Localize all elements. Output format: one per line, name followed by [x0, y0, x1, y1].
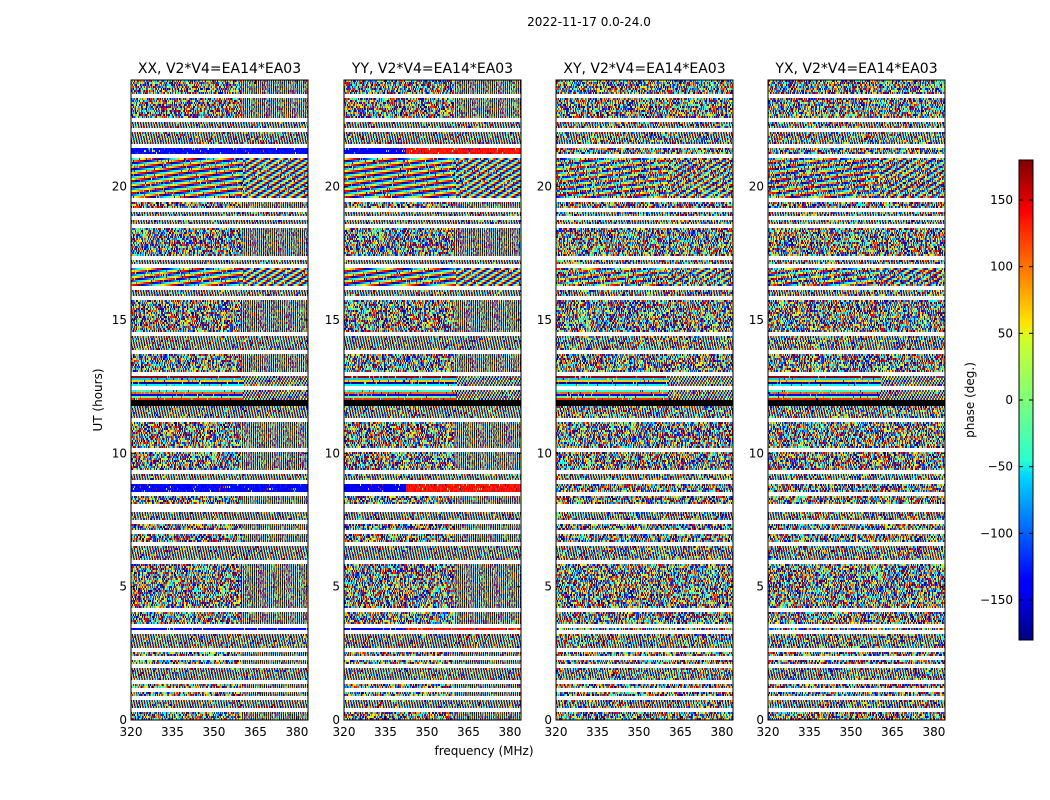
y-tick-label: 0 — [544, 713, 552, 727]
x-tick-label: 335 — [586, 725, 609, 739]
y-axis-label: UT (hours) — [91, 368, 105, 431]
x-tick-label: 335 — [374, 725, 397, 739]
x-tick-label: 350 — [628, 725, 651, 739]
x-tick-label: 380 — [710, 725, 733, 739]
x-tick-label: 320 — [545, 725, 568, 739]
panel-xy: XY, V2*V4=EA14*EA03 320 335 350 365 380 0 5 10 15… — [537, 61, 734, 739]
colorbar-tick-label: 50 — [998, 326, 1013, 340]
colorbar-tick-label: −100 — [980, 526, 1013, 540]
y-tick-label: 20 — [537, 180, 552, 194]
x-tick-label: 320 — [757, 725, 780, 739]
panels: XX, V2*V4=EA14*EA03 320 335 350 365 380 0 5 10 15… — [112, 61, 946, 739]
y-tick-label: 0 — [332, 713, 340, 727]
y-tick-label: 20 — [112, 180, 127, 194]
phase-heatmap-xy — [556, 80, 733, 720]
y-tick-label: 20 — [749, 180, 764, 194]
x-tick-label: 365 — [881, 725, 904, 739]
colorbar-tick-label: −150 — [980, 593, 1013, 607]
phase-heatmap-yx — [768, 80, 945, 720]
x-tick-label: 350 — [416, 725, 439, 739]
y-tick-label: 15 — [112, 313, 127, 327]
panel-title: XX, V2*V4=EA14*EA03 — [138, 61, 301, 77]
colorbar-tick-label: 100 — [990, 260, 1013, 274]
panel-yy: YY, V2*V4=EA14*EA03 320 335 350 365 380 0 5 10 15… — [325, 61, 522, 739]
phase-canvas-yx — [768, 80, 945, 720]
panel-title: XY, V2*V4=EA14*EA03 — [563, 61, 725, 77]
y-tick-label: 20 — [325, 180, 340, 194]
panel-yx: YX, V2*V4=EA14*EA03 320 335 350 365 380 0 5 10 15… — [749, 61, 946, 739]
y-tick-label: 5 — [332, 580, 340, 594]
x-axis-label: frequency (MHz) — [434, 744, 533, 758]
phase-canvas-xy — [556, 80, 733, 720]
colorbar-tick-label: 0 — [1005, 393, 1013, 407]
figure-title: 2022-11-17 0.0-24.0 — [527, 15, 651, 29]
phase-canvas-xx — [131, 80, 308, 720]
panel-frame — [130, 79, 309, 721]
colorbar-tick-label: −50 — [988, 460, 1013, 474]
x-tick-label: 335 — [161, 725, 184, 739]
colorbar-label: phase (deg.) — [963, 362, 977, 438]
y-tick-label: 5 — [756, 580, 764, 594]
colorbar-ticks: 150 100 50 0 −50 −100 −150 — [980, 193, 1033, 607]
panel-frame — [767, 79, 946, 721]
x-tick-label: 380 — [922, 725, 945, 739]
y-tick-label: 10 — [112, 446, 127, 460]
y-tick-label: 15 — [537, 313, 552, 327]
phase-heatmap-xx — [131, 80, 308, 720]
y-tick-label: 0 — [119, 713, 127, 727]
phase-canvas-yy — [344, 80, 521, 720]
x-tick-label: 320 — [333, 725, 356, 739]
x-tick-label: 335 — [798, 725, 821, 739]
y-tick-label: 10 — [325, 446, 340, 460]
y-tick-label: 10 — [537, 446, 552, 460]
x-tick-label: 380 — [498, 725, 521, 739]
phase-heatmap-yy — [344, 80, 521, 720]
y-tick-label: 15 — [749, 313, 764, 327]
panel-frame — [343, 79, 522, 721]
x-tick-label: 350 — [203, 725, 226, 739]
panel-title: YY, V2*V4=EA14*EA03 — [351, 61, 513, 77]
y-tick-label: 5 — [119, 580, 127, 594]
x-tick-label: 365 — [457, 725, 480, 739]
y-tick-label: 15 — [325, 313, 340, 327]
y-tick-label: 10 — [749, 446, 764, 460]
panel-xx: XX, V2*V4=EA14*EA03 320 335 350 365 380 0 5 10 15… — [112, 61, 309, 739]
x-tick-label: 320 — [120, 725, 143, 739]
x-tick-label: 365 — [244, 725, 267, 739]
colorbar: 150 100 50 0 −50 −100 −150 phase (deg.) — [963, 159, 1034, 641]
x-tick-label: 380 — [285, 725, 308, 739]
y-tick-label: 0 — [756, 713, 764, 727]
y-tick-label: 5 — [544, 580, 552, 594]
x-tick-label: 350 — [840, 725, 863, 739]
colorbar-tick-label: 150 — [990, 193, 1013, 207]
panel-title: YX, V2*V4=EA14*EA03 — [774, 61, 937, 77]
panel-frame — [555, 79, 734, 721]
x-tick-label: 365 — [669, 725, 692, 739]
